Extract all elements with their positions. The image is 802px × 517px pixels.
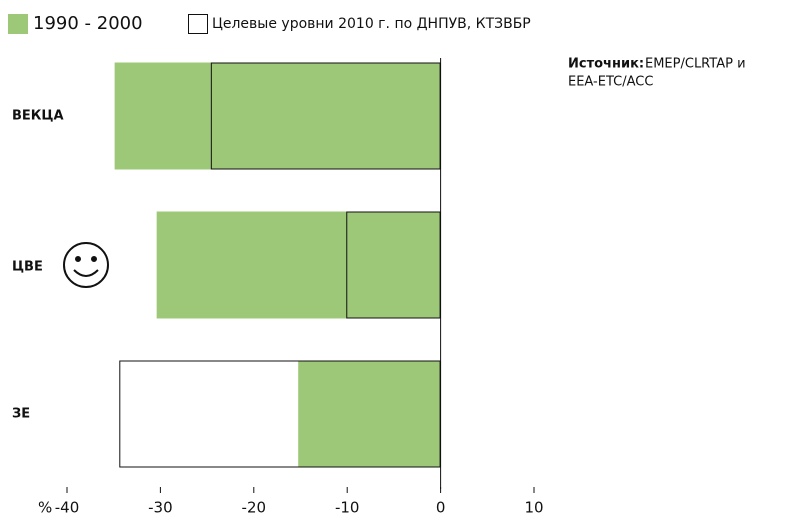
x-tick-label: 10 xyxy=(524,499,543,517)
legend-swatch xyxy=(188,14,208,34)
target-bar-fill xyxy=(119,361,299,467)
source-text: EMEP/CLRTAP и xyxy=(645,57,746,72)
bar xyxy=(297,360,441,468)
target-bar xyxy=(346,211,441,319)
category-label: ЦВЕ xyxy=(12,260,43,275)
legend-label: Целевые уровни 2010 г. по ДНПУВ, КТЗВБР xyxy=(212,16,531,32)
bar xyxy=(156,211,441,319)
smiley-icon xyxy=(63,242,109,288)
x-axis-label: % xyxy=(38,499,52,517)
x-tick-label: -20 xyxy=(242,499,267,517)
x-tick-label: -30 xyxy=(148,499,173,517)
legend-swatch xyxy=(8,14,28,34)
source-text: EEA-ETC/ACC xyxy=(568,75,653,90)
category-label: ВЕКЦА xyxy=(12,109,64,124)
target-bar xyxy=(119,360,441,468)
bar xyxy=(114,62,441,170)
x-tick-label: 0 xyxy=(436,499,446,517)
x-tick-label: -10 xyxy=(335,499,360,517)
source-label: Источник: xyxy=(568,57,644,72)
legend-label: 1990 - 2000 xyxy=(33,13,143,34)
x-tick-label: -40 xyxy=(55,499,80,517)
category-label: ЗЕ xyxy=(12,407,30,422)
